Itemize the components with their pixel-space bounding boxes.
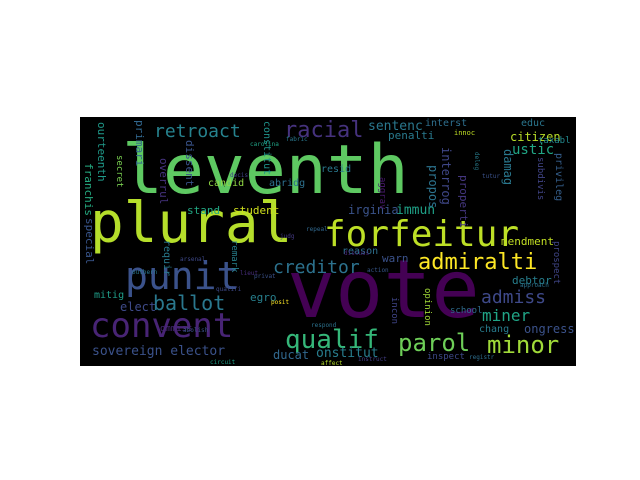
word-debtor: debtor bbox=[512, 274, 552, 287]
word-approach: approach bbox=[520, 282, 549, 289]
word-egro: egro bbox=[250, 291, 277, 304]
word-fabric: fabric bbox=[286, 136, 308, 143]
word-propos: propos bbox=[426, 165, 440, 209]
word-repeal: repeal bbox=[306, 226, 328, 233]
word-plural: plural bbox=[90, 191, 293, 256]
word-vote: vote bbox=[287, 243, 480, 336]
word-minor: minor bbox=[487, 331, 560, 359]
word-arsenal: arsenal bbox=[180, 256, 206, 263]
word-prospect: prospect bbox=[551, 241, 561, 285]
word-forfeitur: forfeitur bbox=[324, 214, 520, 255]
word-decis: decis bbox=[230, 172, 249, 179]
word-carolina: carolina bbox=[250, 141, 279, 148]
word-opinion: opinion bbox=[422, 288, 432, 326]
word-penalti: penalti bbox=[388, 129, 435, 142]
word-punit: punit bbox=[125, 254, 240, 298]
word-overrul: overrul bbox=[157, 158, 170, 205]
word-dissent: dissent bbox=[183, 140, 196, 187]
word-qualifi: qualifi bbox=[216, 286, 242, 293]
word-retroact: retroact bbox=[154, 121, 241, 142]
word-admiralti: admiralti bbox=[418, 250, 538, 275]
word-stand: stand bbox=[187, 204, 221, 217]
word-respond: respond bbox=[311, 322, 337, 329]
word-interst: interst bbox=[425, 118, 468, 129]
word-judg: judg bbox=[280, 233, 295, 240]
word-mitig: mitig bbox=[94, 290, 125, 301]
word-school: school bbox=[450, 306, 483, 316]
word-sentenc: sentenc bbox=[368, 119, 423, 134]
word-ustic: ustic bbox=[512, 142, 555, 158]
word-cloud: leventh vote plural forfeitur convent pu… bbox=[80, 117, 576, 366]
word-immun: immun bbox=[396, 203, 436, 218]
word-ongress: ongress bbox=[524, 322, 575, 336]
word-subdivis: subdivis bbox=[535, 157, 545, 201]
word-leventh: leventh bbox=[122, 131, 409, 210]
word-inspect: inspect bbox=[427, 352, 465, 362]
word-registr: registr bbox=[469, 354, 495, 361]
word-special: special bbox=[83, 218, 96, 265]
word-citizen: citizen bbox=[510, 130, 561, 144]
word-remark: remark bbox=[229, 240, 239, 273]
word-onstitut: onstitut bbox=[316, 346, 379, 361]
word-ducat: ducat bbox=[273, 348, 310, 362]
word-irginia: irginia bbox=[348, 203, 399, 217]
word-student: student bbox=[233, 204, 280, 217]
word-ballot: ballot bbox=[153, 291, 226, 315]
word-franchis: franchis bbox=[82, 163, 95, 216]
word-resid: resid bbox=[321, 164, 352, 175]
word-requir: requir bbox=[161, 240, 172, 277]
word-interrog: interrog bbox=[439, 147, 453, 205]
word-incon: incon bbox=[389, 297, 399, 325]
word-educ: educ bbox=[521, 118, 546, 129]
word-aggrav: aggrav bbox=[377, 177, 387, 210]
word-abridg: abridg bbox=[269, 178, 306, 189]
word-candid: candid bbox=[208, 178, 245, 189]
word-posit: posit bbox=[271, 299, 290, 306]
word-instruct: instruct bbox=[358, 356, 387, 363]
word-sovereign-elector: sovereign elector bbox=[92, 344, 226, 359]
word-taxabl: taxabl bbox=[538, 136, 571, 146]
word-miner: miner bbox=[482, 306, 531, 325]
word-parol: parol bbox=[398, 329, 471, 357]
word-ourteenth: ourteenth bbox=[95, 122, 108, 182]
word-warn: warn bbox=[382, 252, 409, 265]
word-affect: affect bbox=[321, 360, 343, 367]
word-racial: racial bbox=[284, 118, 364, 143]
word-reason: reason bbox=[342, 246, 379, 257]
word-mendment: mendment bbox=[501, 235, 554, 248]
word-chang: chang bbox=[479, 324, 510, 335]
word-lieut: lieut bbox=[240, 270, 259, 277]
word-privileg: privileg bbox=[553, 153, 564, 202]
word-discuss: discuss bbox=[344, 250, 370, 257]
word-convent: convent bbox=[90, 306, 234, 346]
word-deleg: deleg bbox=[473, 152, 480, 171]
word-circuit: circuit bbox=[210, 359, 236, 366]
word-admiss: admiss bbox=[481, 287, 547, 308]
word-tutur: tutur bbox=[482, 173, 501, 180]
word-primari: primari bbox=[133, 120, 146, 167]
word-ommiss: ommiss bbox=[160, 324, 193, 334]
word-secret: secret bbox=[114, 155, 124, 188]
word-innoc: innoc bbox=[454, 129, 476, 137]
word-abolish: abolish bbox=[183, 327, 209, 334]
word-damag: damag bbox=[501, 149, 515, 186]
word-privat: privat bbox=[254, 273, 276, 280]
word-qualif: qualif bbox=[285, 325, 379, 355]
word-outhern: outhern bbox=[132, 269, 158, 276]
word-action: action bbox=[367, 267, 389, 274]
word-constitut: constitut bbox=[261, 121, 272, 176]
word-elect: elect bbox=[120, 300, 157, 314]
word-properti: properti bbox=[457, 175, 470, 228]
word-creditor: creditor bbox=[273, 257, 360, 278]
